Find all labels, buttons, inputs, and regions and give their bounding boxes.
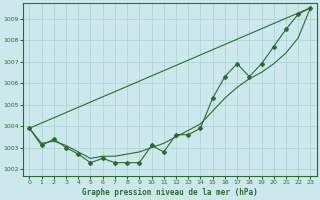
X-axis label: Graphe pression niveau de la mer (hPa): Graphe pression niveau de la mer (hPa) xyxy=(82,188,258,197)
